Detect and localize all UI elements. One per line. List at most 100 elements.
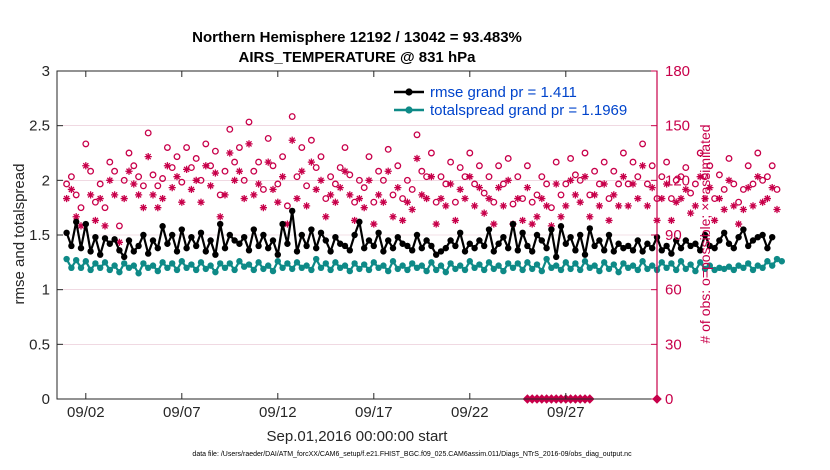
possible-obs-point <box>394 162 402 170</box>
assimilated-obs-point <box>663 180 671 188</box>
assimilated-obs-point <box>250 191 258 199</box>
rmse-point <box>231 237 238 244</box>
possible-obs-point <box>763 173 771 181</box>
rmse-point <box>601 247 608 254</box>
assimilated-obs-point <box>768 184 776 192</box>
rmse-point <box>749 237 757 244</box>
assimilated-obs-point <box>120 194 128 203</box>
rmse-point <box>505 244 512 252</box>
rmse-point <box>577 231 584 239</box>
y-tick-label-left: 1.5 <box>29 227 50 244</box>
possible-obs-point <box>533 191 541 199</box>
possible-obs-point <box>499 180 507 188</box>
rmse-point <box>221 244 229 252</box>
totalspread-point <box>457 262 464 269</box>
totalspread-point <box>773 255 781 263</box>
rmse-point <box>413 231 421 239</box>
totalspread-point <box>452 265 459 273</box>
possible-obs-point <box>663 158 671 166</box>
y-tick-label-right: 150 <box>665 118 690 135</box>
possible-obs-point <box>96 180 104 188</box>
assimilated-obs-point <box>533 213 541 221</box>
rmse-point <box>380 248 387 255</box>
rmse-point <box>260 231 267 239</box>
assimilated-obs-point <box>67 185 75 194</box>
totalspread-point <box>279 264 286 271</box>
totalspread-point <box>82 258 90 265</box>
totalspread-point <box>644 265 651 273</box>
rmse-point <box>423 237 430 244</box>
rmse-point <box>466 240 473 247</box>
assimilated-obs-point <box>600 180 608 188</box>
rmse-point <box>687 242 694 250</box>
totalspread-point <box>509 264 517 271</box>
totalspread-point <box>116 268 123 276</box>
possible-obs-point <box>259 185 267 193</box>
possible-obs-point <box>490 198 498 206</box>
totalspread-point <box>250 266 257 274</box>
assimilated-obs-point <box>485 194 493 203</box>
possible-obs-point <box>427 149 435 157</box>
possible-obs-point <box>471 180 479 188</box>
possible-obs-point <box>279 153 287 161</box>
rmse-point <box>293 248 301 255</box>
assimilated-obs-point <box>178 198 186 206</box>
rmse-point <box>682 237 689 244</box>
totalspread-point <box>533 261 541 268</box>
assimilated-obs-point <box>351 216 359 225</box>
possible-obs-point <box>744 162 752 170</box>
totalspread-point <box>409 260 416 267</box>
possible-obs-point <box>610 167 618 175</box>
possible-obs-point <box>307 136 315 144</box>
rmse-point <box>370 242 377 250</box>
totalspread-point <box>577 266 584 274</box>
y-tick-label-left: 2.5 <box>29 118 50 135</box>
rmse-point <box>207 237 214 244</box>
possible-obs-point <box>77 204 85 212</box>
possible-obs-point <box>682 164 690 172</box>
totalspread-point <box>716 264 723 271</box>
totalspread-point <box>361 261 368 268</box>
possible-obs-point <box>399 195 407 203</box>
totalspread-point <box>687 261 694 268</box>
assimilated-obs-point <box>480 209 488 217</box>
assimilated-obs-point <box>639 162 647 170</box>
assimilated-obs-point <box>375 191 383 199</box>
totalspread-point <box>418 262 425 269</box>
totalspread-point <box>639 258 646 265</box>
totalspread-point <box>529 265 536 273</box>
rmse-point <box>202 248 209 255</box>
possible-obs-point <box>643 180 651 188</box>
totalspread-point <box>111 262 118 269</box>
assimilated-obs-point <box>418 191 426 199</box>
totalspread-point <box>505 260 512 267</box>
possible-obs-point <box>149 171 157 179</box>
totalspread-point <box>447 260 454 267</box>
assimilated-obs-point <box>384 167 392 175</box>
assimilated-obs-point <box>413 154 421 163</box>
rmse-point <box>769 233 776 241</box>
rmse-point <box>327 248 334 255</box>
totalspread-point <box>605 265 613 273</box>
totalspread-point <box>442 268 449 276</box>
rmse-series-line <box>65 209 774 258</box>
totalspread-point <box>130 262 137 269</box>
assimilated-obs-point <box>744 184 752 192</box>
totalspread-point <box>428 259 435 266</box>
rmse-point <box>389 244 397 252</box>
possible-obs-point <box>336 164 344 172</box>
possible-obs-point <box>115 222 123 230</box>
y-tick-label-left: 1 <box>42 282 50 299</box>
rmse-point <box>437 248 445 255</box>
assimilated-obs-point <box>471 202 479 210</box>
totalspread-point <box>759 264 766 271</box>
rmse-point <box>265 244 272 252</box>
rmse-point <box>317 229 325 237</box>
totalspread-point <box>178 258 185 265</box>
rmse-spread-marks <box>63 207 785 277</box>
totalspread-point <box>649 262 656 269</box>
rmse-point <box>553 253 560 261</box>
assimilated-obs-point <box>259 204 267 212</box>
possible-obs-point <box>687 189 695 197</box>
rmse-point <box>605 231 613 239</box>
